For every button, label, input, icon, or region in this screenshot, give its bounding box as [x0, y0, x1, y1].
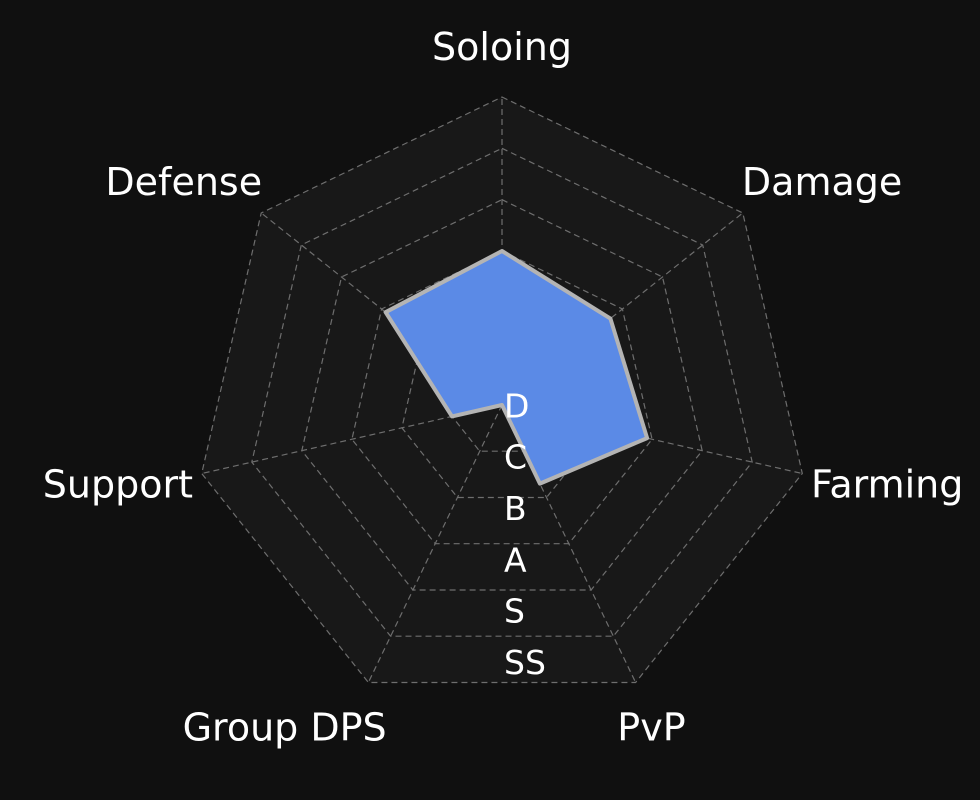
axis-label-pvp: PvP [617, 706, 685, 750]
tick-label: SS [504, 643, 546, 682]
tick-label: B [504, 489, 527, 528]
tick-label: S [504, 592, 525, 631]
grid-ring [351, 250, 653, 545]
axis-label-farming: Farming [811, 463, 963, 507]
axis-label-support: Support [43, 463, 193, 507]
tick-label: C [504, 438, 527, 477]
axis-label-defense: Defense [105, 160, 262, 204]
axis-label-damage: Damage [742, 160, 902, 204]
tick-label: A [504, 540, 527, 579]
grid-ring [201, 96, 803, 684]
axis-label-soloing: Soloing [432, 25, 572, 69]
grid-ring [301, 199, 703, 591]
axis-labels: Soloing Damage Farming PvP Group DPS Support D… [43, 25, 964, 750]
axis-label-group-dps: Group DPS [183, 706, 387, 750]
tick-label: D [504, 386, 529, 425]
grid-spoke [367, 404, 503, 683]
data-polygon [383, 249, 650, 486]
